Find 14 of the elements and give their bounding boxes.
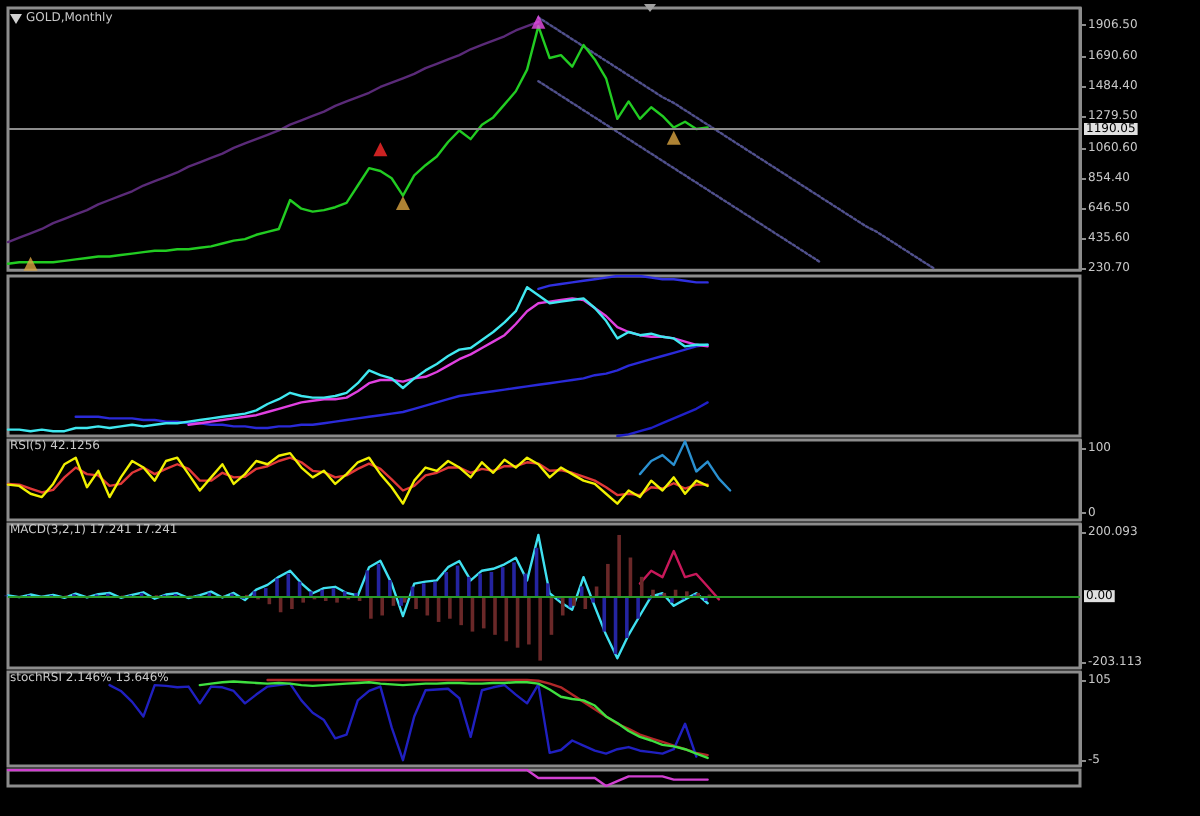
point [23, 256, 38, 271]
line-series [638, 440, 732, 492]
line-series [6, 451, 709, 505]
point [373, 142, 388, 157]
line-series [6, 533, 709, 660]
line-series [266, 678, 709, 757]
point [666, 130, 681, 145]
line-series [198, 680, 709, 760]
line-series [638, 549, 721, 601]
point [531, 14, 546, 29]
point [395, 195, 410, 210]
line-series [6, 456, 709, 497]
line-series [108, 682, 698, 762]
line-series [537, 79, 822, 264]
